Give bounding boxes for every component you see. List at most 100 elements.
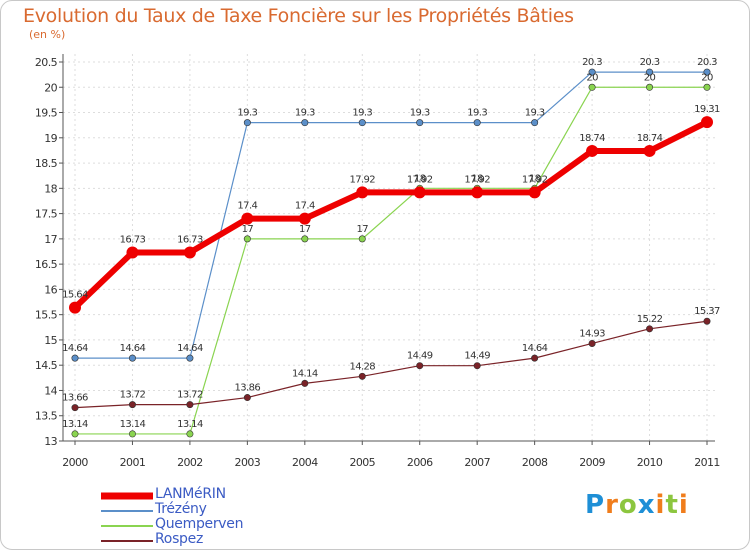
data-label-trezeny: 14.64 — [62, 343, 88, 354]
data-label-lanmerin: 17.92 — [407, 174, 433, 185]
y-tick-label: 15 — [44, 334, 57, 347]
series-line-quemperven — [75, 86, 707, 435]
data-point-lanmerin — [126, 246, 139, 259]
x-tick-label: 2003 — [235, 456, 261, 469]
y-tick-label: 13 — [44, 435, 57, 448]
data-label-quemperven: 20 — [586, 72, 598, 83]
logo-letter: t — [665, 490, 679, 520]
data-label-lanmerin: 18.74 — [579, 133, 605, 144]
data-label-quemperven: 13.14 — [62, 419, 88, 430]
data-point-lanmerin — [356, 186, 369, 199]
y-tick-label: 14 — [44, 384, 57, 397]
data-point-rospez — [128, 401, 136, 409]
data-point-lanmerin — [241, 212, 254, 225]
data-label-quemperven: 18 — [529, 173, 541, 184]
data-label-rospez: 13.72 — [120, 390, 146, 401]
data-label-rospez: 14.49 — [464, 351, 490, 362]
data-point-trezeny — [186, 354, 194, 362]
data-point-rospez — [473, 362, 481, 370]
data-label-lanmerin: 17.92 — [464, 174, 490, 185]
data-label-lanmerin: 17.4 — [237, 201, 257, 212]
data-label-quemperven: 17 — [357, 224, 369, 235]
data-point-trezeny — [531, 119, 539, 127]
y-tick-label: 18.5 — [35, 157, 58, 170]
data-point-lanmerin — [69, 301, 81, 314]
x-tick-label: 2009 — [579, 456, 605, 469]
plot-area — [63, 54, 715, 441]
chart-title: Evolution du Taux de Taxe Foncière sur l… — [23, 5, 574, 27]
data-point-lanmerin — [586, 144, 599, 157]
y-tick-label: 20 — [44, 81, 57, 94]
data-point-trezeny — [588, 68, 596, 76]
data-label-trezeny: 19.3 — [295, 108, 315, 119]
data-point-lanmerin — [298, 212, 311, 225]
y-tick-label: 15.5 — [35, 309, 58, 322]
data-label-quemperven: 20 — [701, 72, 713, 83]
data-point-rospez — [186, 401, 194, 409]
data-label-lanmerin: 17.4 — [295, 201, 315, 212]
data-label-rospez: 15.22 — [637, 314, 663, 325]
proxiti-logo: Proxiti — [585, 490, 689, 520]
data-label-trezeny: 19.3 — [467, 108, 487, 119]
data-label-rospez: 14.14 — [292, 368, 318, 379]
data-label-lanmerin: 19.31 — [694, 104, 720, 115]
data-label-quemperven: 18 — [471, 173, 483, 184]
data-label-lanmerin: 16.73 — [120, 235, 146, 246]
y-tick-label: 16 — [44, 283, 57, 296]
y-tick-label: 17.5 — [35, 208, 58, 221]
data-point-trezeny — [703, 68, 711, 76]
y-tick-label: 13.5 — [35, 410, 58, 423]
logo-letter: i — [678, 490, 689, 520]
x-tick-label: 2007 — [464, 456, 490, 469]
data-point-trezeny — [646, 68, 654, 76]
logo-letter: i — [655, 490, 666, 520]
data-point-rospez — [416, 362, 424, 370]
y-unit-label: (en %) — [29, 28, 66, 41]
x-tick-label: 2002 — [177, 456, 203, 469]
data-label-trezeny: 19.3 — [352, 108, 372, 119]
data-label-trezeny: 20.3 — [640, 57, 660, 68]
data-label-lanmerin: 15.64 — [62, 290, 88, 301]
data-point-quemperven — [128, 430, 136, 438]
data-point-quemperven — [703, 83, 711, 91]
data-label-lanmerin: 18.74 — [637, 133, 663, 144]
data-label-rospez: 15.37 — [694, 306, 720, 317]
data-label-rospez: 14.64 — [522, 343, 548, 354]
y-tick-label: 14.5 — [35, 359, 58, 372]
series-line-rospez — [74, 320, 708, 409]
data-label-rospez: 13.66 — [62, 393, 88, 404]
data-point-trezeny — [243, 119, 251, 127]
data-point-quemperven — [243, 235, 251, 243]
data-point-trezeny — [416, 119, 424, 127]
y-tick-label: 20.5 — [35, 56, 58, 69]
data-label-quemperven: 20 — [644, 72, 656, 83]
data-label-trezeny: 14.64 — [177, 343, 203, 354]
x-tick-label: 2004 — [292, 456, 318, 469]
data-point-quemperven — [646, 83, 654, 91]
data-label-rospez: 14.93 — [579, 328, 605, 339]
logo-letter: x — [637, 490, 656, 520]
x-tick-label: 2001 — [120, 456, 146, 469]
data-point-trezeny — [358, 119, 366, 127]
data-label-trezeny: 20.3 — [582, 57, 602, 68]
data-point-rospez — [358, 372, 366, 380]
y-tick-label: 18 — [44, 182, 57, 195]
data-label-quemperven: 13.14 — [177, 419, 203, 430]
logo-letter: o — [618, 490, 638, 520]
data-point-quemperven — [358, 235, 366, 243]
y-tick-label: 19 — [44, 132, 57, 145]
x-tick-label: 2011 — [694, 456, 720, 469]
data-label-quemperven: 17 — [299, 224, 311, 235]
data-point-quemperven — [186, 430, 194, 438]
data-label-rospez: 14.49 — [407, 351, 433, 362]
data-point-lanmerin — [413, 186, 426, 199]
y-tick-label: 19.5 — [35, 107, 58, 120]
data-point-rospez — [71, 404, 79, 412]
data-label-rospez: 13.72 — [177, 390, 203, 401]
data-point-lanmerin — [701, 116, 713, 129]
data-point-lanmerin — [528, 186, 541, 199]
legend-label-quemperven: Quemperven — [155, 516, 244, 532]
legend-label-trezeny: Trézény — [155, 501, 207, 517]
data-label-quemperven: 18 — [414, 173, 426, 184]
